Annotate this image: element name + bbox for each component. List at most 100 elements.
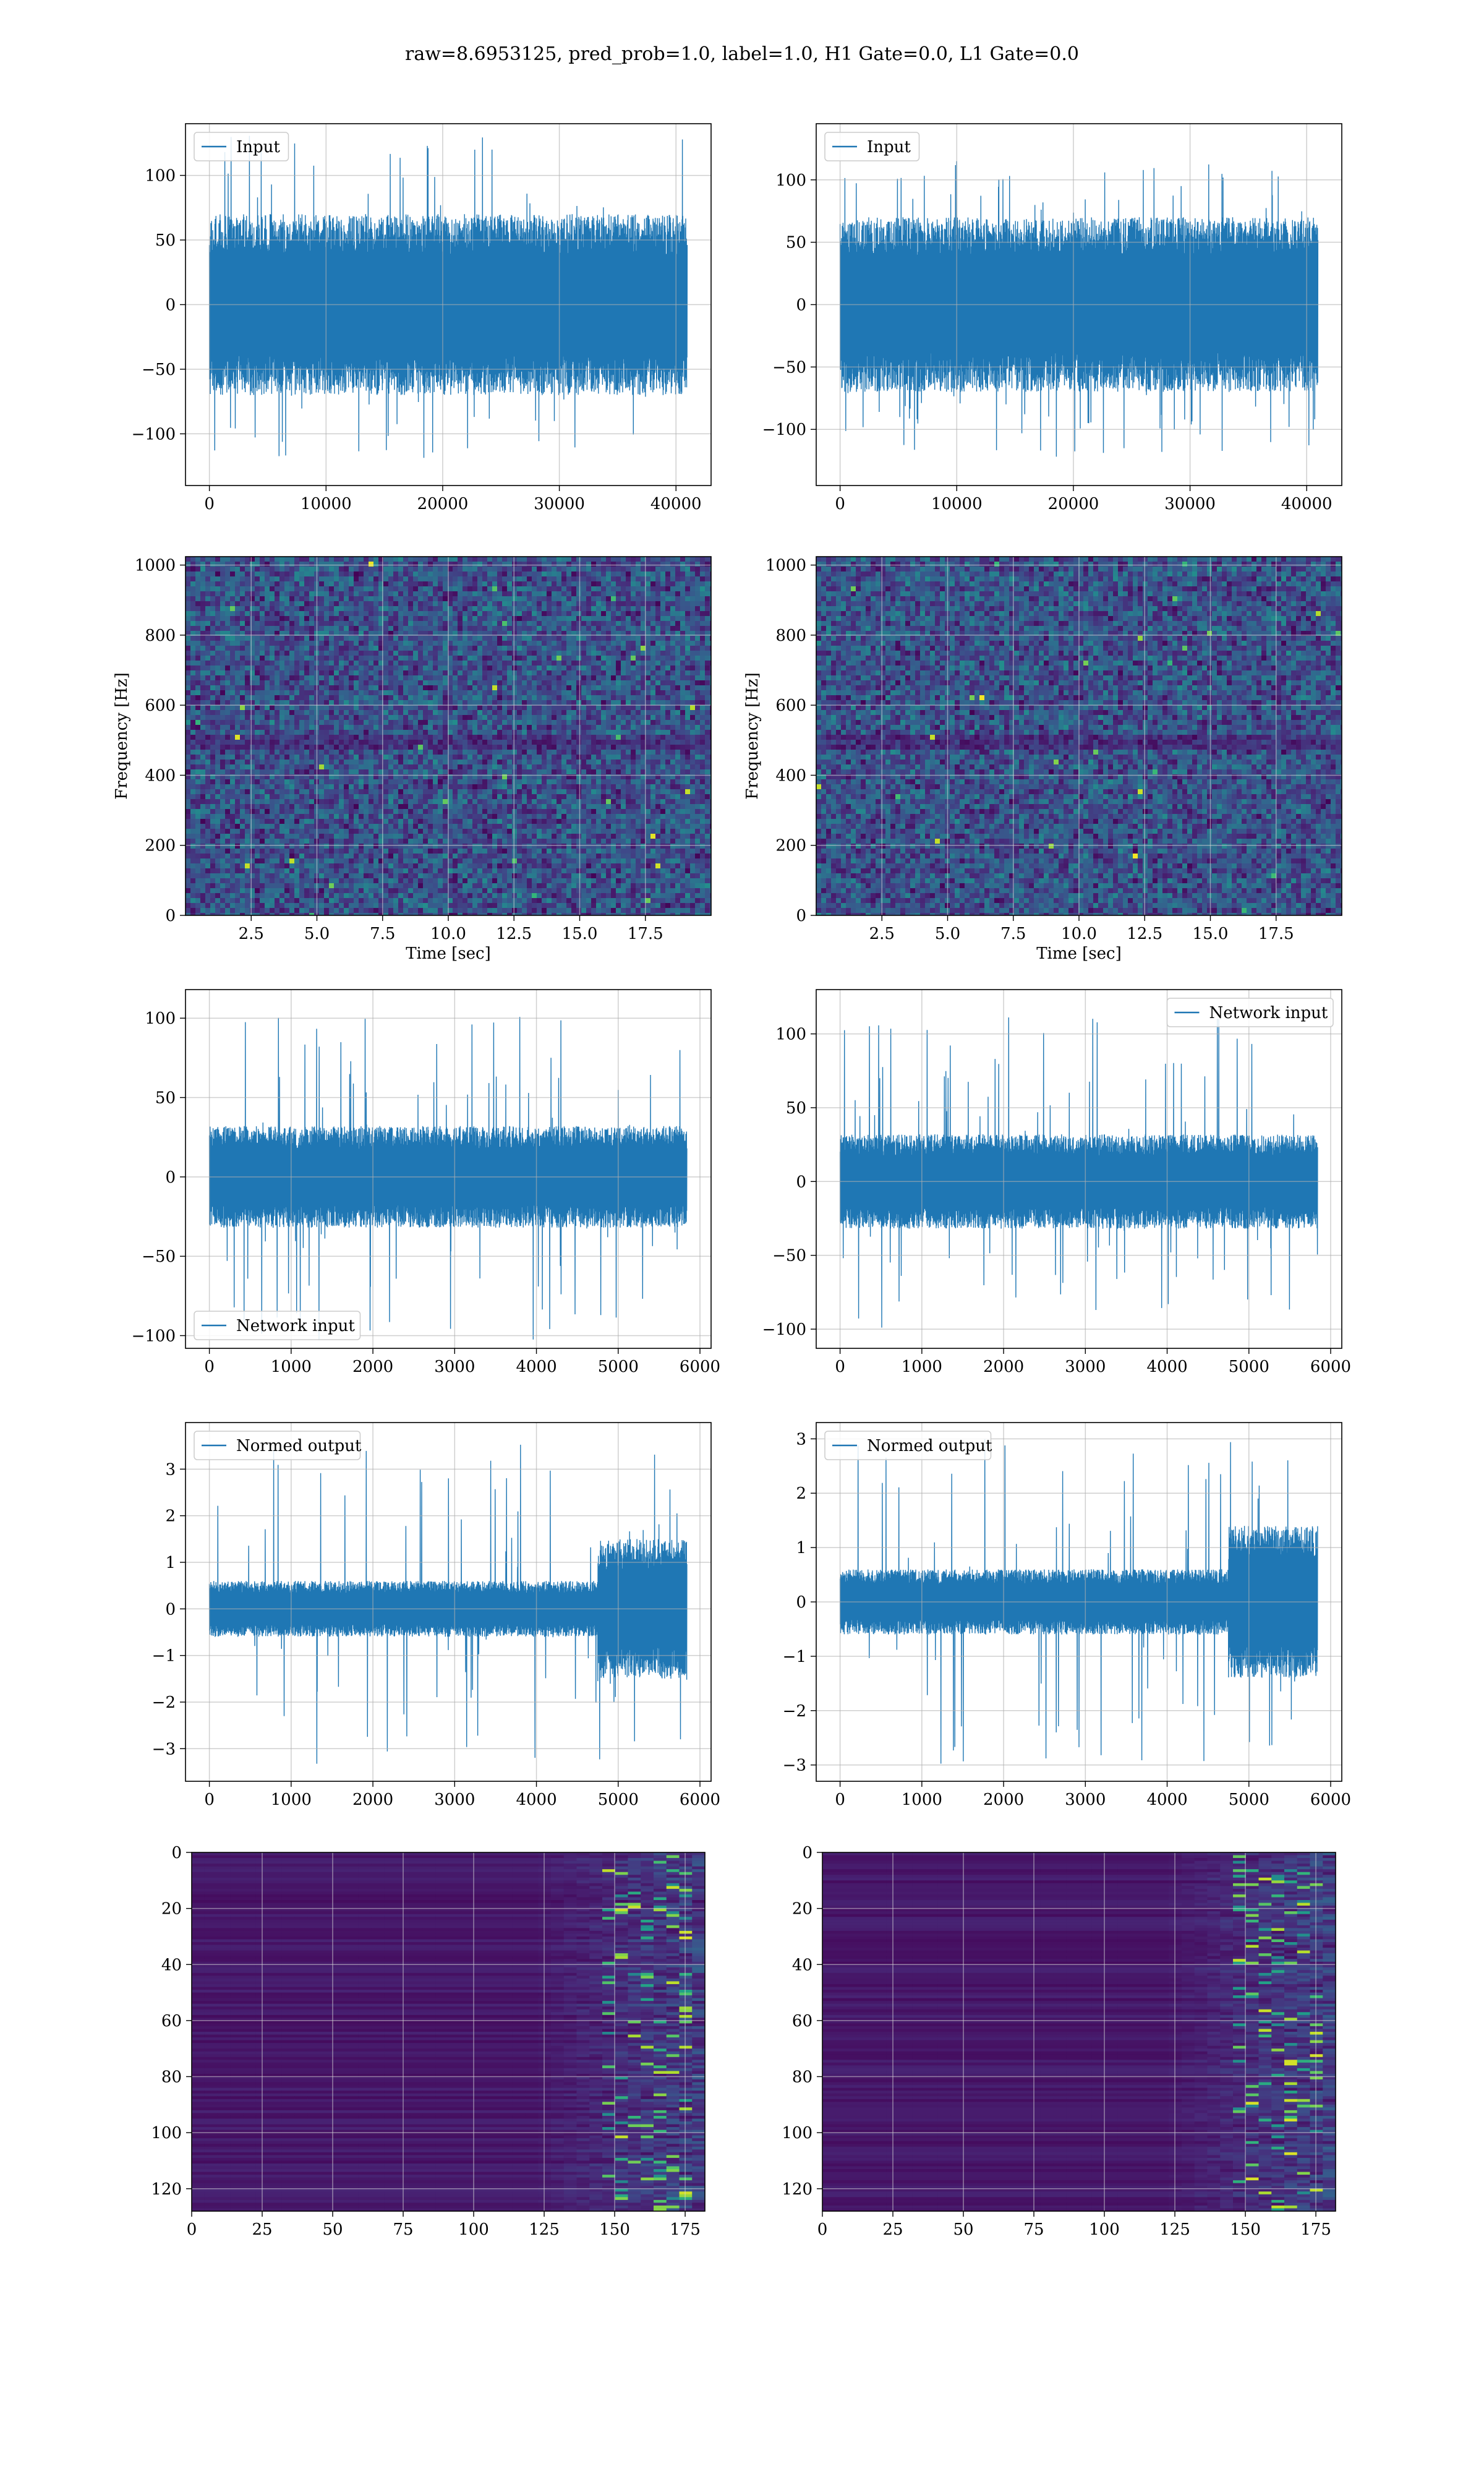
y-tick-label: −50 (142, 361, 176, 379)
x-tick-label: 6000 (1310, 1791, 1351, 1809)
x-tick-label: 40000 (650, 495, 702, 513)
x-tick-label: 2000 (352, 1358, 393, 1376)
y-tick-label: 0 (165, 1600, 176, 1619)
x-tick-label: 17.5 (628, 925, 663, 943)
y-tick-label: 20 (792, 1900, 812, 1919)
x-tick-label: 1000 (271, 1791, 312, 1809)
y-tick-label: 400 (145, 766, 176, 785)
y-tick-label: 0 (796, 1593, 806, 1612)
plot-area (839, 1439, 1318, 1764)
legend-label: Network input (1209, 1004, 1328, 1022)
y-tick-label: 0 (165, 1168, 176, 1187)
y-tick-label: −3 (783, 1757, 806, 1775)
y-tick-label: 0 (802, 1844, 812, 1862)
y-tick-label: 40 (161, 1956, 182, 1974)
x-tick-label: 6000 (680, 1358, 720, 1376)
legend: Network input (194, 1311, 361, 1340)
x-tick-label: 10.0 (1061, 925, 1097, 943)
x-axis-label: Time [sec] (406, 944, 491, 963)
y-tick-label: 100 (151, 2124, 182, 2142)
x-tick-label: 4000 (1146, 1791, 1187, 1809)
x-tick-label: 10000 (931, 495, 983, 513)
x-tick-label: 1000 (271, 1358, 312, 1376)
y-tick-label: 800 (145, 627, 176, 645)
y-tick-label: 800 (775, 627, 806, 645)
x-tick-label: 100 (1089, 2220, 1120, 2239)
y-tick-label: 1 (796, 1539, 806, 1557)
y-tick-label: 60 (161, 2012, 182, 2031)
y-tick-label: 1 (165, 1554, 176, 1572)
series-line (208, 1444, 688, 1764)
y-tick-label: −50 (772, 358, 806, 377)
legend: Input (824, 132, 920, 161)
x-tick-label: 4000 (1146, 1358, 1187, 1376)
y-tick-label: −100 (132, 1327, 176, 1345)
plot-area (208, 1444, 688, 1764)
x-tick-label: 6000 (1310, 1358, 1351, 1376)
y-tick-label: 2 (165, 1507, 176, 1526)
y-tick-label: 0 (165, 907, 176, 925)
chart-spectrogram-h1: 2.5 5.0 7.5 10.0 12.5 15.0 17.5 0 200 400 600 800 10… (113, 556, 712, 963)
figure-title: raw=8.6953125, pred_prob=1.0, label=1.0,… (0, 43, 1484, 65)
x-tick-label: 2.5 (239, 925, 264, 943)
legend-label: Input (236, 138, 280, 156)
x-tick-label: 6000 (680, 1791, 720, 1809)
series-line (208, 1017, 688, 1340)
y-tick-label: −50 (142, 1248, 176, 1266)
y-tick-label: 20 (161, 1900, 182, 1919)
y-tick-label: 50 (786, 234, 806, 252)
axes-frame (185, 989, 712, 1349)
y-tick-label: 600 (145, 696, 176, 715)
x-tick-label: 50 (953, 2220, 973, 2239)
y-tick-label: 40 (792, 1956, 812, 1974)
chart-feature-map-l1: 0 25 50 75 100 125 150 175 0 20 40 60 80 100 120 (782, 1844, 1336, 2239)
y-tick-label: 0 (796, 296, 806, 315)
chart-spectrogram-l1: 2.5 5.0 7.5 10.0 12.5 15.0 17.5 0 200 400 600 800 10… (743, 556, 1342, 963)
y-tick-label: −1 (152, 1647, 176, 1666)
x-tick-label: 150 (599, 2220, 630, 2239)
x-tick-label: 2000 (983, 1791, 1024, 1809)
x-tick-label: 30000 (1164, 495, 1216, 513)
x-tick-label: 4000 (516, 1791, 556, 1809)
x-tick-label: 4000 (516, 1358, 556, 1376)
legend-label: Input (867, 138, 911, 156)
legend-label: Normed output (867, 1437, 992, 1455)
y-tick-label: 0 (796, 1173, 806, 1191)
plot-area (208, 1017, 688, 1340)
x-tick-label: 17.5 (1258, 925, 1294, 943)
y-tick-label: 50 (786, 1099, 806, 1118)
y-tick-label: 50 (155, 1089, 176, 1108)
x-tick-label: 125 (529, 2220, 560, 2239)
y-tick-label: 100 (775, 171, 806, 190)
y-tick-label: 600 (775, 696, 806, 715)
plot-area (839, 161, 1319, 457)
y-tick-label: 200 (775, 837, 806, 855)
y-tick-label: −100 (132, 425, 176, 443)
y-tick-label: 1000 (135, 557, 176, 575)
plot-area (192, 1852, 705, 2211)
x-tick-label: 75 (1023, 2220, 1044, 2239)
y-tick-label: −3 (152, 1740, 176, 1758)
series-line (839, 1439, 1318, 1764)
chart-network-input-h1: 0 1000 2000 3000 4000 5000 6000 −100 −50 0 50 100 Ne… (132, 989, 720, 1376)
series-line (839, 161, 1319, 457)
y-axis-label: Frequency [Hz] (113, 672, 131, 800)
y-tick-label: 100 (782, 2124, 812, 2142)
x-tick-label: 0 (204, 1358, 215, 1376)
series-line (208, 135, 688, 458)
series-line (839, 1017, 1318, 1328)
plot-area (839, 1017, 1318, 1328)
x-tick-label: 2000 (983, 1358, 1024, 1376)
x-tick-label: 1000 (902, 1358, 942, 1376)
x-tick-label: 0 (204, 495, 215, 513)
y-tick-label: −2 (783, 1702, 806, 1721)
legend-label: Normed output (236, 1437, 362, 1455)
x-tick-label: 12.5 (1127, 925, 1162, 943)
x-tick-label: 0 (835, 495, 845, 513)
x-tick-label: 0 (817, 2220, 828, 2239)
x-tick-label: 25 (882, 2220, 903, 2239)
x-tick-label: 5.0 (935, 925, 960, 943)
x-tick-label: 5.0 (304, 925, 330, 943)
axes-frame (822, 1852, 1336, 2212)
x-tick-label: 0 (835, 1358, 845, 1376)
